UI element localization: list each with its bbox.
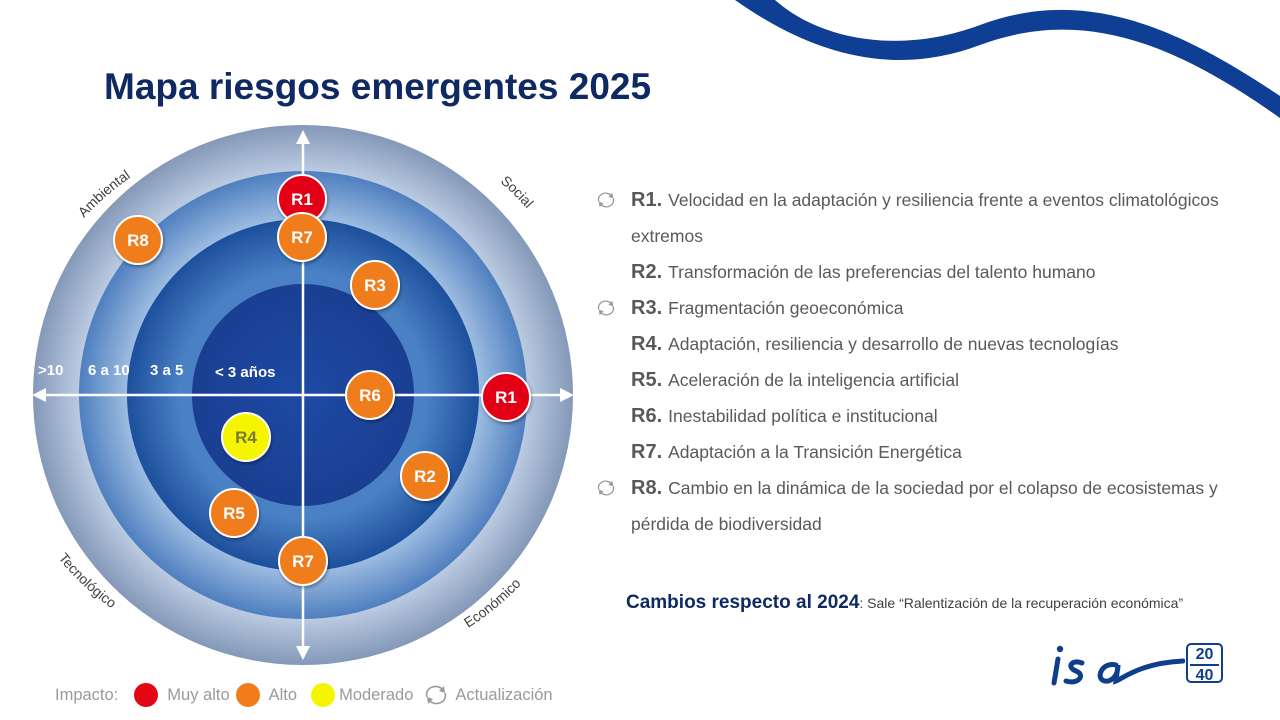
legend-dot-moderate [311, 683, 336, 707]
risk-marker-r2: R2 [400, 451, 450, 501]
risk-list: R1. Velocidad en la adaptación y resilien… [594, 182, 1264, 542]
page-title: Mapa riesgos emergentes 2025 [104, 66, 652, 107]
logo-year-bottom: 40 [1195, 667, 1214, 684]
risk-item-r6: R6. Inestabilidad política e instituciona… [594, 398, 1264, 434]
risk-marker-label: R5 [223, 504, 245, 523]
risk-text: Adaptación, resiliencia y desarrollo de … [668, 334, 1119, 354]
risk-marker-r7: R7 [277, 212, 327, 262]
changes-text: : Sale “Ralentización de la recuperación… [859, 595, 1184, 611]
risk-text: Velocidad en la adaptación y resiliencia… [631, 190, 1219, 246]
legend-item-very-high: Muy alto [167, 685, 230, 704]
legend-item-moderate: Moderado [339, 685, 414, 704]
risk-marker-label: R2 [414, 467, 436, 486]
risk-text: Cambio en la dinámica de la sociedad por… [631, 478, 1218, 534]
horizon-label-6-to-10: 6 a 10 [88, 362, 130, 379]
changes-label: Cambios respecto al 2024 [626, 592, 860, 613]
legend-dot-high [235, 683, 260, 707]
risk-code: R7. [631, 441, 663, 463]
risk-marker-r8: R8 [113, 215, 163, 265]
impact-legend: Impacto: Muy alto Alto Moderado Actualiz… [55, 683, 553, 707]
logo-year-top: 20 [1195, 646, 1214, 663]
risk-marker-r1: R1 [277, 174, 327, 224]
risk-item-r1: R1. Velocidad en la adaptación y resilien… [594, 182, 1264, 254]
legend-item-high: Alto [268, 685, 298, 704]
risk-code: R6. [631, 405, 663, 427]
risk-text: Fragmentación geoeconómica [668, 298, 904, 318]
risk-marker-r4: R4 [221, 412, 271, 462]
risk-code: R3. [631, 297, 663, 319]
isa-logo-icon [1051, 645, 1185, 686]
quadrant-label-social: Social [498, 172, 537, 211]
isa-2040-badge: 20 40 [1186, 643, 1223, 684]
horizon-label-3-to-5: 3 a 5 [150, 362, 183, 379]
risk-marker-r3: R3 [350, 260, 400, 310]
risk-item-r3: R3. Fragmentación geoeconómica [594, 290, 1264, 326]
risk-marker-label: R4 [235, 428, 257, 447]
refresh-icon [426, 685, 447, 705]
risk-code: R4. [631, 333, 663, 355]
risk-marker-label: R3 [364, 276, 386, 295]
risk-code: R2. [631, 261, 663, 283]
refresh-icon [597, 300, 615, 316]
legend-label: Impacto: [55, 685, 119, 704]
risk-marker-label: R1 [495, 388, 517, 407]
legend-dot-very-high [134, 683, 159, 707]
risk-radar: Ambiental Social Tecnológico Económico >… [32, 125, 574, 665]
risk-code: R5. [631, 369, 663, 391]
risk-text: Adaptación a la Transición Energética [668, 442, 962, 462]
risk-code: R8. [631, 477, 663, 499]
risk-marker-r7: R7 [278, 536, 328, 586]
horizon-label-over-10: >10 [38, 362, 63, 379]
legend-item-update: Actualización [455, 685, 553, 704]
risk-marker-r5: R5 [209, 488, 259, 538]
horizon-label-under-3: < 3 años [215, 364, 275, 381]
risk-marker-r1: R1 [481, 372, 531, 422]
refresh-icon [597, 192, 615, 208]
risk-marker-label: R7 [292, 552, 314, 571]
risk-item-r8: R8. Cambio en la dinámica de la sociedad … [594, 470, 1264, 542]
risk-item-r5: R5. Aceleración de la inteligencia artifi… [594, 362, 1264, 398]
risk-marker-label: R1 [291, 190, 313, 209]
changes-note: Cambios respecto al 2024: Sale “Ralentiz… [626, 593, 1226, 613]
risk-marker-label: R6 [359, 386, 381, 405]
risk-item-r4: R4. Adaptación, resiliencia y desarrollo … [594, 326, 1264, 362]
risk-text: Aceleración de la inteligencia artificia… [668, 370, 959, 390]
risk-item-r7: R7. Adaptación a la Transición Energética [594, 434, 1264, 470]
risk-marker-label: R8 [127, 231, 149, 250]
risk-marker-label: R7 [291, 228, 313, 247]
risk-text: Inestabilidad política e institucional [668, 406, 938, 426]
decorative-wave [735, 0, 1280, 118]
risk-item-r2: R2. Transformación de las preferencias de… [594, 254, 1264, 290]
risk-text: Transformación de las preferencias del t… [668, 262, 1096, 282]
refresh-icon [597, 480, 615, 496]
risk-marker-r6: R6 [345, 370, 395, 420]
risk-code: R1. [631, 189, 663, 211]
